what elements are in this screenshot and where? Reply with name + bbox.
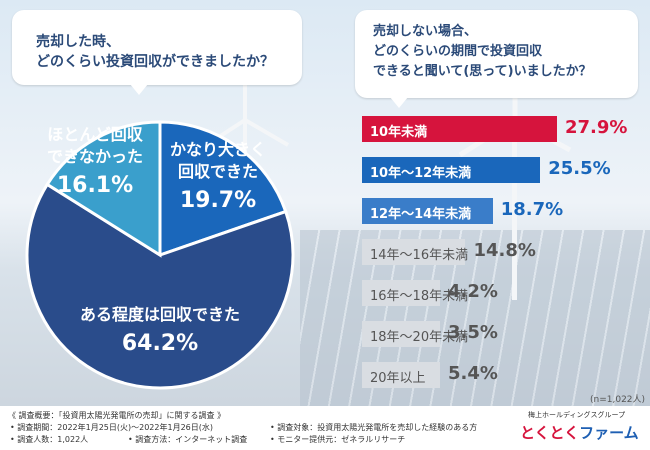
bar-category-label: 16年～18年未満 xyxy=(370,289,469,304)
bar-value-label: 4.2% xyxy=(448,281,498,302)
logo-subtitle: 梅上ホールディングスグループ xyxy=(528,411,626,419)
question-right-line: できると聞いて(思って)いましたか？ xyxy=(373,64,592,79)
question-right-bubble: 売却しない場合、 どのくらいの期間で投資回収 できると聞いて(思って)いましたか… xyxy=(355,10,638,98)
pie-slice-label: ほとんど回収 xyxy=(47,125,144,144)
bar xyxy=(362,321,440,347)
pie-slice xyxy=(25,182,295,390)
bar xyxy=(362,157,541,183)
bar-value-label: 25.5% xyxy=(548,158,611,179)
footer-title: 《 調査概要：「投資用太陽光発電所の売却」に関する調査 》 xyxy=(8,411,226,420)
bar xyxy=(362,362,440,388)
pie-slice-label: かなり大きく xyxy=(170,140,266,159)
logo-part: ファーム xyxy=(579,424,639,442)
sample-size-label: (n=1,022人) xyxy=(590,395,646,405)
question-right-line: 売却しない場合、 xyxy=(373,24,478,39)
footer-provider: • モニター提供元：ゼネラルリサーチ xyxy=(270,435,406,444)
bubble-tail xyxy=(390,97,408,108)
bar-category-label: 10年～12年未満 xyxy=(370,166,472,181)
pie-slice-label: ある程度は回収できた xyxy=(80,305,240,324)
bar xyxy=(362,198,493,224)
question-left-bubble: 売却した時、 どのくらい投資回収ができましたか？ xyxy=(12,10,302,85)
company-logo: とくとくファーム xyxy=(520,422,639,443)
pie-slice-value: 64.2% xyxy=(122,331,198,356)
bar-category-label: 20年以上 xyxy=(370,371,426,386)
bar-category-label: 10年未満 xyxy=(370,125,428,140)
bar-value-label: 18.7% xyxy=(500,199,564,220)
logo-part: とくとく xyxy=(520,424,580,442)
bar-category-label: 14年～16年未満 xyxy=(370,248,469,263)
bar-category-label: 12年～14年未満 xyxy=(370,207,472,222)
survey-footer: 《 調査概要：「投資用太陽光発電所の売却」に関する調査 》 • 調査期間：202… xyxy=(0,406,650,450)
footer-count: • 調査人数：1,022人 xyxy=(10,435,89,444)
pie-slice-label: できなかった xyxy=(47,147,143,166)
pie-slice-value: 19.7% xyxy=(180,188,256,213)
footer-method: • 調査方法：インターネット調査 xyxy=(128,435,248,444)
footer-period: • 調査期間：2022年1月25日(火)～2022年1月26日(水) xyxy=(10,423,214,432)
pie-slice xyxy=(45,120,162,258)
bar-value-label: 27.9% xyxy=(565,117,628,138)
bar-value-label: 5.4% xyxy=(448,363,498,384)
bar xyxy=(362,239,466,265)
pie-slice-label: 回収できた xyxy=(178,162,258,181)
solar-panel-background xyxy=(300,230,650,410)
bar xyxy=(362,280,440,306)
question-left-line: どのくらい投資回収ができましたか？ xyxy=(36,54,274,70)
bar-value-label: 3.5% xyxy=(448,322,498,343)
question-left-line: 売却した時、 xyxy=(36,34,120,50)
bar-category-label: 18年～20年未満 xyxy=(370,330,469,345)
question-right-line: どのくらいの期間で投資回収 xyxy=(373,44,543,59)
pie-slice-value: 16.1% xyxy=(57,173,133,198)
footer-target: • 調査対象：投資用太陽光発電所を売却した経験のある方 xyxy=(270,423,478,432)
bar xyxy=(362,116,557,142)
bubble-tail xyxy=(130,84,148,95)
bar-value-label: 14.8% xyxy=(473,240,536,261)
